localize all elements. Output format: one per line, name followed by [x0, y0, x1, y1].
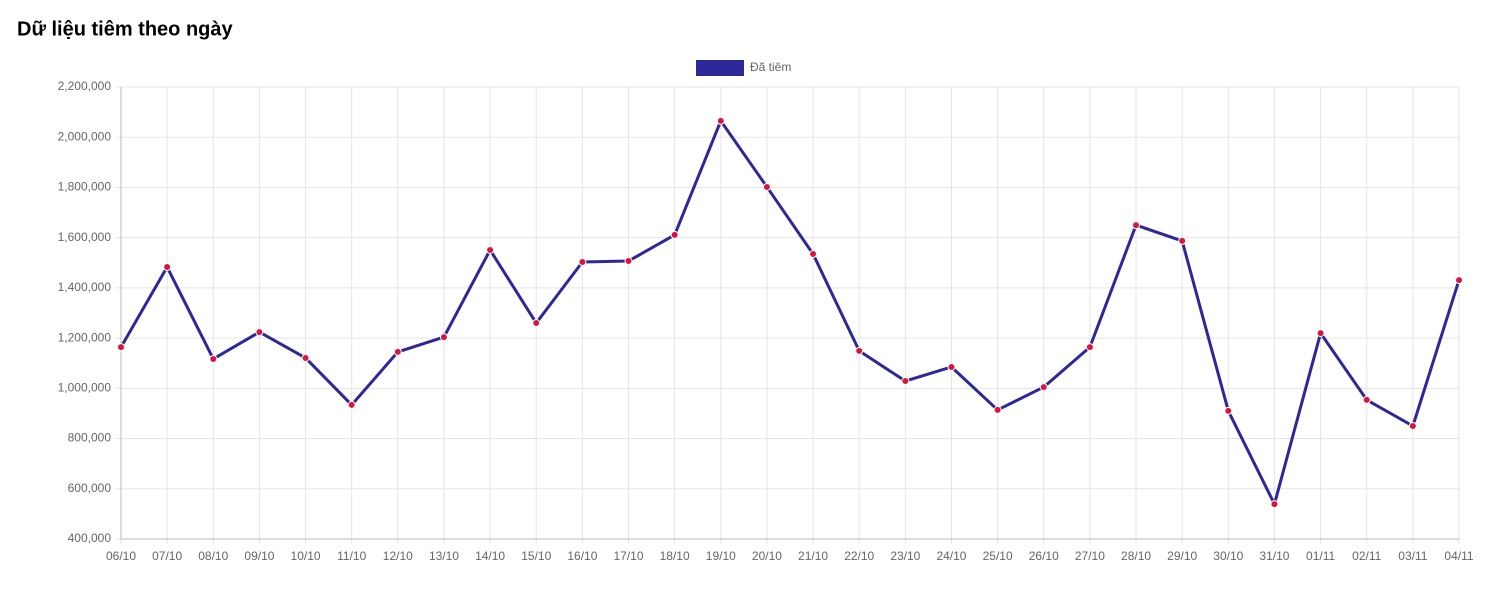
x-tick-label: 02/11	[1352, 549, 1381, 563]
data-point	[578, 258, 587, 267]
x-tick-label: 14/10	[475, 549, 505, 563]
y-tick-label: 600,000	[68, 481, 112, 495]
x-tick-label: 07/10	[152, 549, 182, 563]
data-point	[716, 116, 725, 125]
y-tick-label: 800,000	[68, 431, 112, 445]
y-tick-label: 1,600,000	[58, 230, 112, 244]
data-point	[993, 405, 1002, 414]
data-point	[1270, 500, 1279, 509]
data-point	[855, 346, 864, 355]
x-tick-label: 08/10	[198, 549, 228, 563]
y-tick-label: 2,200,000	[58, 79, 112, 93]
x-tick-label: 18/10	[660, 549, 690, 563]
x-tick-label: 01/11	[1306, 549, 1335, 563]
data-point	[532, 319, 541, 328]
x-tick-label: 04/11	[1444, 549, 1473, 563]
legend-label: Đã tiêm	[750, 60, 791, 74]
x-tick-label: 30/10	[1213, 549, 1243, 563]
data-point	[1039, 383, 1048, 392]
y-tick-label: 1,000,000	[58, 381, 112, 395]
x-tick-label: 06/10	[106, 549, 136, 563]
x-tick-label: 25/10	[983, 549, 1013, 563]
data-point	[809, 249, 818, 258]
data-point	[624, 257, 633, 266]
x-tick-label: 17/10	[614, 549, 644, 563]
data-point	[1362, 395, 1371, 404]
data-point	[762, 182, 771, 191]
x-tick-label: 20/10	[752, 549, 782, 563]
data-point	[670, 230, 679, 239]
data-point	[1408, 422, 1417, 430]
data-point	[255, 328, 264, 337]
x-tick-label: 24/10	[936, 549, 966, 563]
y-tick-label: 1,200,000	[58, 330, 112, 344]
x-tick-label: 15/10	[521, 549, 551, 563]
x-tick-label: 13/10	[429, 549, 459, 563]
x-tick-label: 28/10	[1121, 549, 1151, 563]
x-tick-label: 10/10	[291, 549, 321, 563]
x-tick-label: 19/10	[706, 549, 736, 563]
x-tick-label: 31/10	[1259, 549, 1289, 563]
y-tick-label: 1,400,000	[58, 280, 112, 294]
x-tick-label: 16/10	[567, 549, 597, 563]
data-point	[901, 377, 910, 386]
y-tick-label: 1,800,000	[58, 180, 112, 194]
x-tick-label: 23/10	[890, 549, 920, 563]
x-tick-label: 11/10	[337, 549, 366, 563]
x-tick-label: 03/11	[1398, 549, 1427, 563]
data-point	[301, 353, 310, 362]
data-point	[1178, 236, 1187, 245]
series-line	[119, 119, 1461, 506]
data-point	[1316, 329, 1325, 338]
x-tick-label: 09/10	[244, 549, 274, 563]
data-point	[1455, 276, 1463, 285]
data-point	[1132, 221, 1141, 230]
x-tick-label: 27/10	[1075, 549, 1105, 563]
data-point	[393, 347, 402, 356]
x-tick-label: 26/10	[1029, 549, 1059, 563]
data-point	[117, 343, 125, 352]
chart-title: Dữ liệu tiêm theo ngày	[17, 18, 234, 40]
data-point	[1224, 406, 1233, 415]
data-point	[163, 263, 172, 272]
data-point	[486, 245, 495, 254]
x-tick-label: 12/10	[383, 549, 413, 563]
x-tick-label: 22/10	[844, 549, 874, 563]
data-point	[947, 362, 956, 371]
y-tick-label: 2,000,000	[58, 129, 112, 143]
data-point	[347, 400, 356, 409]
y-tick-label: 400,000	[68, 531, 112, 545]
data-point	[1085, 343, 1094, 352]
x-tick-label: 21/10	[798, 549, 828, 563]
data-point	[209, 354, 218, 363]
legend-swatch	[696, 60, 744, 76]
x-tick-label: 29/10	[1167, 549, 1197, 563]
data-point	[439, 333, 448, 342]
